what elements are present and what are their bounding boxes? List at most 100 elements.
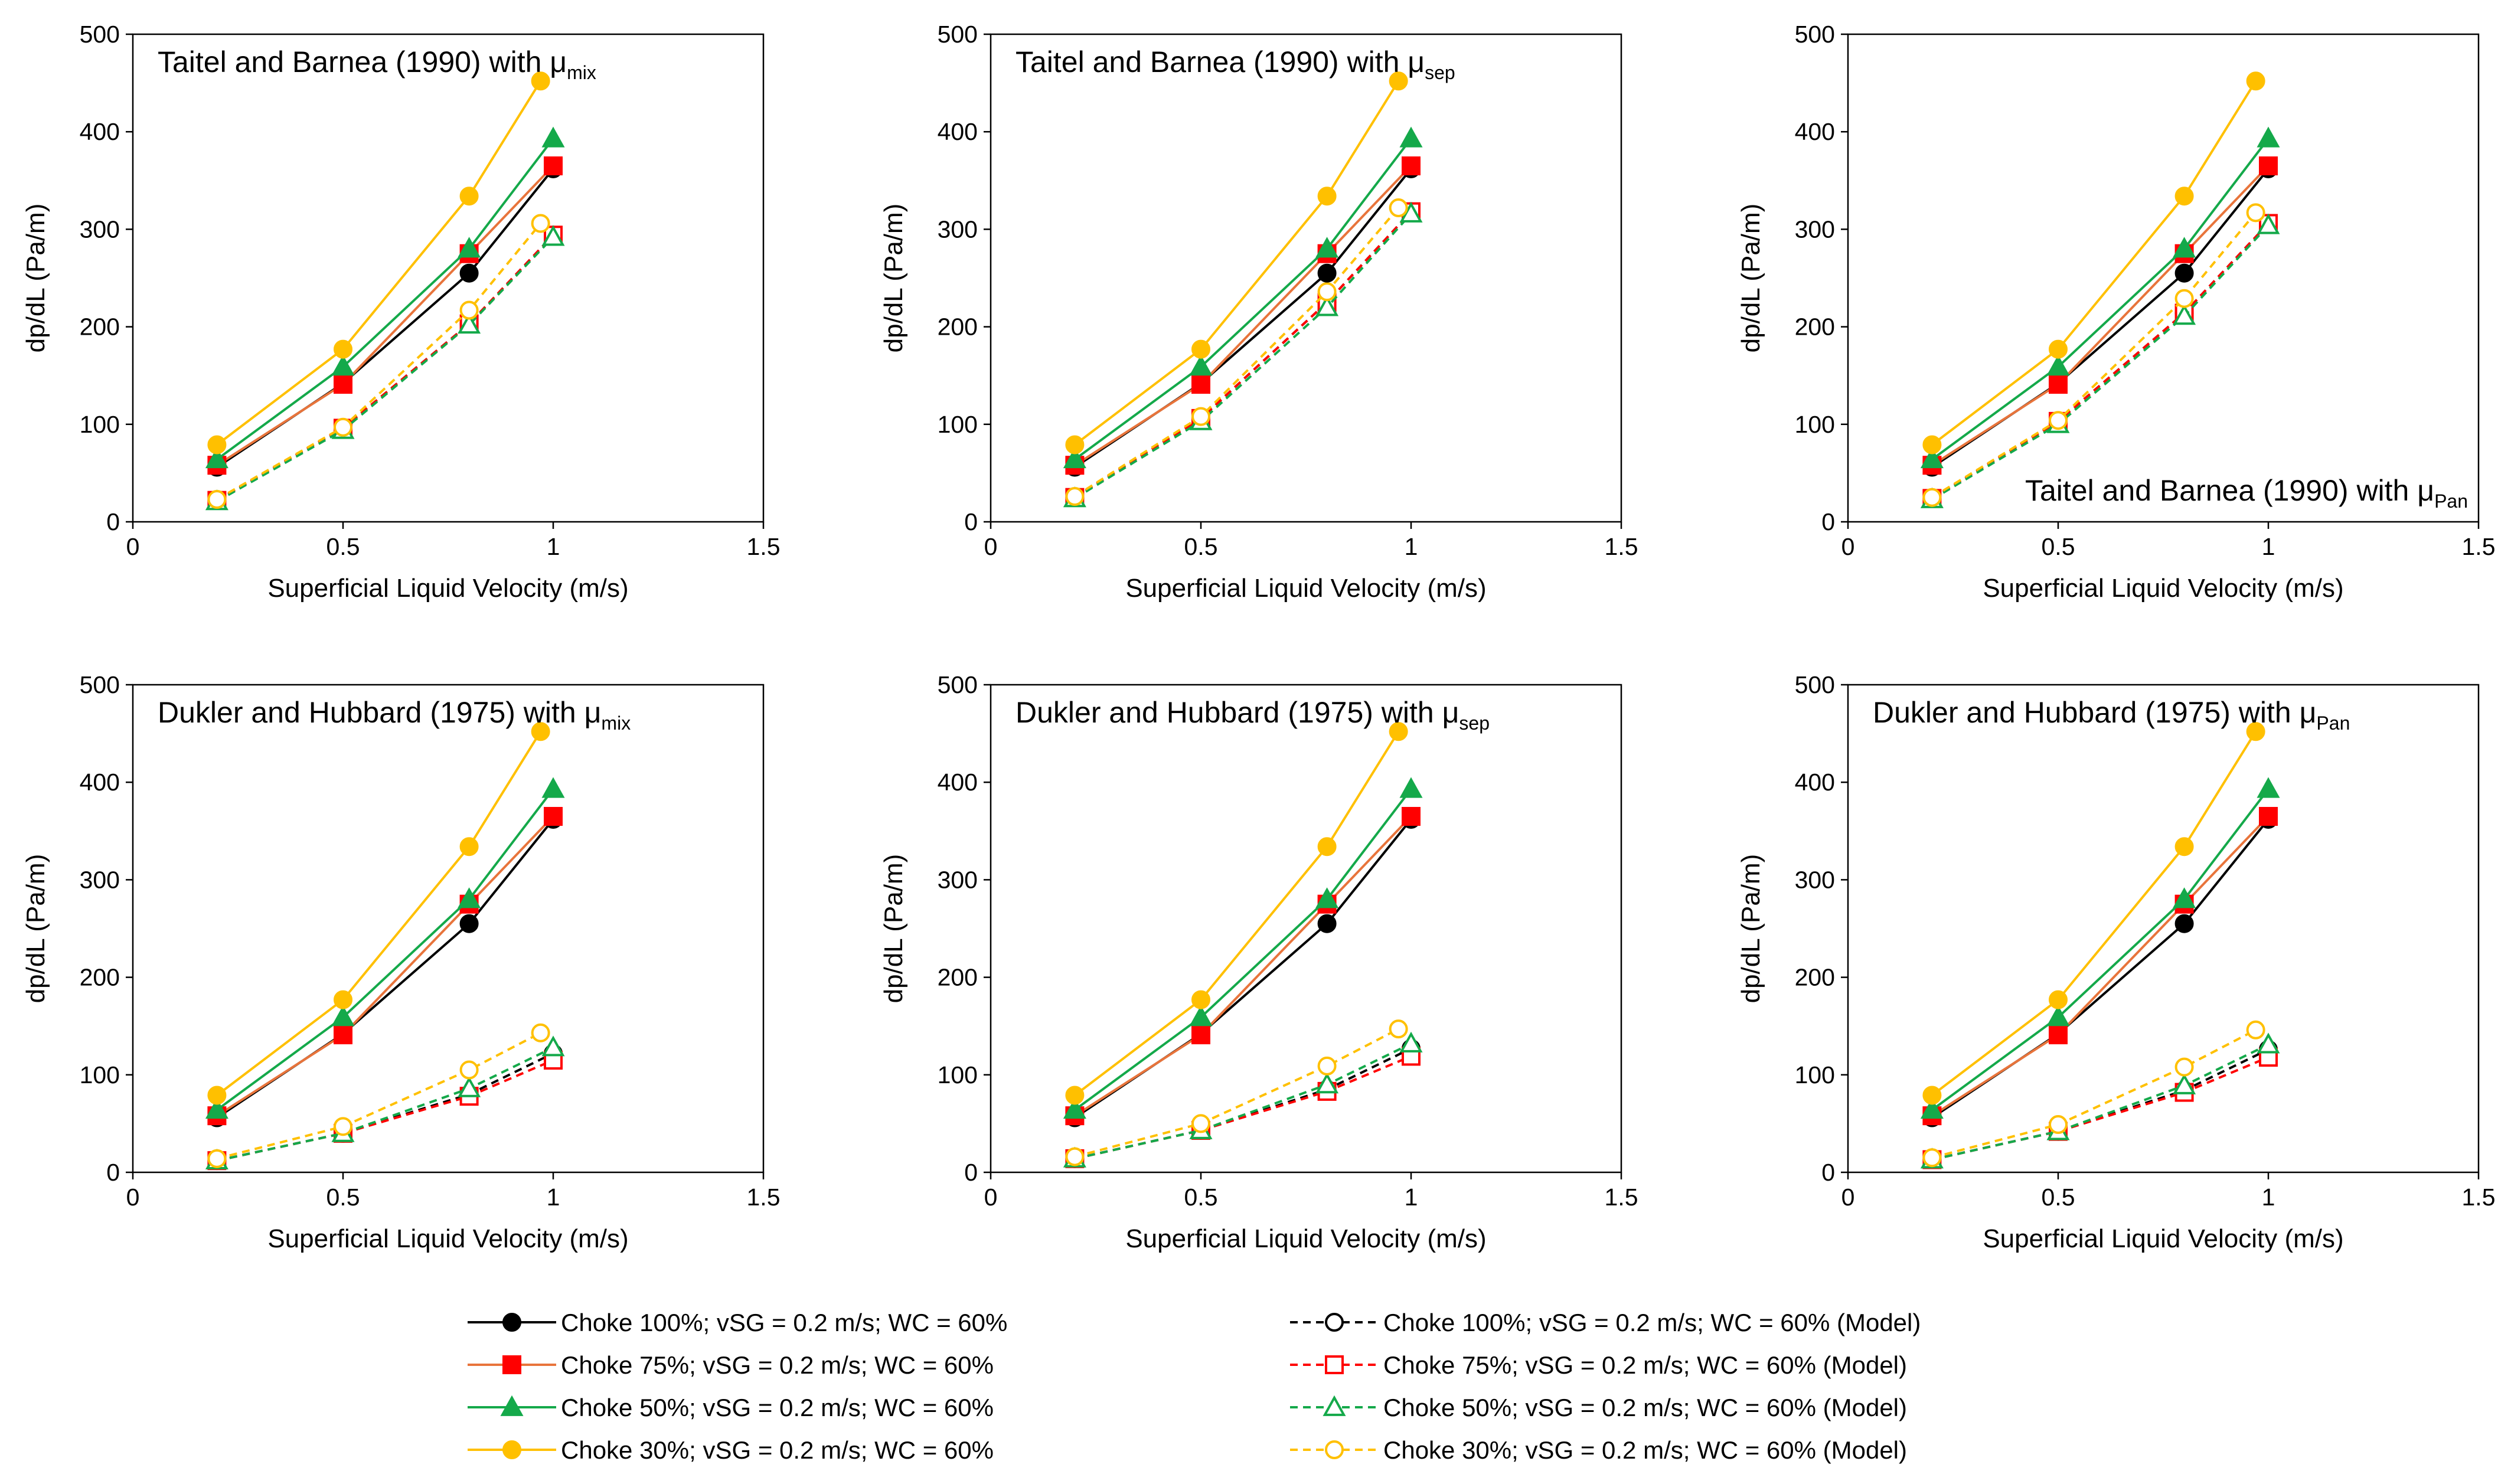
- data-point-m30: [459, 1060, 479, 1080]
- data-point-m30: [1191, 407, 1210, 426]
- x-tick-label: 0: [1841, 533, 1855, 560]
- data-point-s75: [544, 156, 563, 176]
- series-m30: [207, 214, 550, 509]
- data-point-s30: [1191, 339, 1210, 359]
- y-tick-label: 0: [964, 508, 978, 535]
- series-s50: [1920, 126, 2280, 469]
- data-point-m30: [1317, 282, 1337, 302]
- y-tick-label: 500: [80, 21, 120, 48]
- series-line-m75: [1074, 211, 1412, 499]
- data-point-s75: [334, 375, 352, 394]
- series-line-m30: [216, 1031, 541, 1160]
- data-point-s50: [1920, 1098, 1944, 1119]
- series-line-s30: [1074, 731, 1400, 1097]
- data-point-s50: [2046, 1005, 2070, 1027]
- series-line-s30: [1074, 80, 1400, 446]
- data-point-s30: [334, 990, 352, 1009]
- data-point-s50: [2173, 237, 2196, 258]
- data-point-m30: [1191, 1114, 1210, 1133]
- legend-label: Choke 50%; vSG = 0.2 m/s; WC = 60% (Mode…: [1383, 1394, 1907, 1421]
- legend-item-m75: Choke 75%; vSG = 0.2 m/s; WC = 60% (Mode…: [1290, 1351, 1907, 1379]
- y-tick-label: 100: [80, 411, 120, 438]
- x-axis-title: Superficial Liquid Velocity (m/s): [1983, 1224, 2343, 1253]
- data-point-s50: [2257, 777, 2280, 798]
- legend-marker-m75: [1325, 1355, 1344, 1374]
- data-point-m50: [458, 1076, 481, 1097]
- y-axis-title: dp/dL (Pa/m): [21, 854, 50, 1004]
- y-tick-label: 200: [1795, 313, 1835, 341]
- x-tick-label: 0: [126, 1184, 140, 1211]
- chart-panel-6: 0 100 200 300 400 500 0 0.5 1 1.5 Superficial Liqu…: [1736, 671, 2496, 1253]
- data-point-s30: [531, 722, 550, 741]
- data-point-s50: [1189, 355, 1213, 376]
- data-point-s50: [1399, 126, 1423, 148]
- chart-panel-4: 0 100 200 300 400 500 0 0.5 1 1.5 Superficial Liqu…: [21, 671, 781, 1253]
- series-line-m50: [216, 1046, 554, 1162]
- x-tick-label: 0.5: [1184, 533, 1218, 560]
- legend-marker-s50: [500, 1395, 524, 1416]
- data-point-s75: [2049, 1025, 2068, 1045]
- series-line-m30: [1931, 212, 2257, 499]
- x-tick-label: 1.5: [2462, 533, 2496, 560]
- legend-item-m100: Choke 100%; vSG = 0.2 m/s; WC = 60% (Mod…: [1290, 1309, 1921, 1336]
- legend-label: Choke 30%; vSG = 0.2 m/s; WC = 60% (Mode…: [1383, 1436, 1907, 1464]
- y-tick-label: 0: [106, 508, 120, 535]
- x-tick-label: 1: [1405, 533, 1418, 560]
- y-tick-label: 0: [1821, 1159, 1835, 1186]
- chart-title: Dukler and Hubbard (1975) with μsep: [1015, 696, 1490, 734]
- chart-panel-1: 0 100 200 300 400 500 0 0.5 1 1.5 Superficial Liqu…: [21, 21, 781, 603]
- data-point-s75: [1402, 156, 1421, 176]
- series-line-s50: [1074, 138, 1412, 460]
- chart-title: Taitel and Barnea (1990) with μPan: [2025, 474, 2468, 512]
- data-point-m30: [2246, 203, 2265, 223]
- x-tick-label: 0.5: [1184, 1184, 1218, 1211]
- data-point-s30: [2246, 71, 2265, 91]
- data-point-s30: [207, 435, 227, 455]
- plot-area-frame: [132, 33, 765, 523]
- chart-panel-5: 0 100 200 300 400 500 0 0.5 1 1.5 Superficial Liqu…: [879, 671, 1638, 1253]
- data-point-m30: [1317, 1056, 1337, 1076]
- data-point-s100: [459, 914, 479, 933]
- x-axis-title: Superficial Liquid Velocity (m/s): [267, 1224, 628, 1253]
- x-tick-label: 1.5: [2462, 1184, 2496, 1211]
- series-s50: [1063, 777, 1423, 1119]
- legend-marker-m30: [1325, 1440, 1344, 1459]
- series-s30: [1065, 722, 1408, 1105]
- data-point-s50: [2173, 887, 2196, 908]
- data-point-m30: [531, 1023, 550, 1042]
- series-line-s75: [216, 815, 554, 1117]
- data-point-m50: [541, 225, 565, 246]
- data-point-m50: [2257, 213, 2280, 234]
- plot-area-frame: [1847, 33, 2480, 523]
- x-tick-label: 0.5: [2042, 1184, 2075, 1211]
- y-tick-label: 300: [1795, 215, 1835, 243]
- y-axis-title: dp/dL (Pa/m): [1736, 204, 1765, 353]
- series-line-s30: [1931, 80, 2257, 446]
- data-point-s100: [1317, 914, 1337, 933]
- series-line-m75: [216, 1059, 554, 1162]
- series-m30: [207, 1023, 550, 1168]
- data-point-s50: [331, 355, 355, 376]
- legend-marker-s100: [502, 1313, 521, 1332]
- x-axis-title: Superficial Liquid Velocity (m/s): [1983, 574, 2343, 603]
- legend-item-s100: Choke 100%; vSG = 0.2 m/s; WC = 60%: [468, 1309, 1007, 1336]
- data-point-s30: [1389, 722, 1408, 741]
- legend-item-s75: Choke 75%; vSG = 0.2 m/s; WC = 60%: [468, 1351, 994, 1379]
- series-line-s50: [216, 788, 554, 1111]
- data-point-m30: [459, 300, 479, 320]
- data-point-m30: [1922, 488, 1942, 507]
- x-tick-label: 0.5: [2042, 533, 2075, 560]
- x-axis-title: Superficial Liquid Velocity (m/s): [1125, 574, 1486, 603]
- data-point-s30: [459, 187, 479, 206]
- y-tick-label: 500: [1795, 671, 1835, 698]
- plot-area-frame: [1847, 684, 2480, 1174]
- chart-panel-3: 0 100 200 300 400 500 0 0.5 1 1.5 Superficial Liqu…: [1736, 21, 2496, 603]
- data-point-m30: [207, 490, 227, 509]
- data-point-s30: [207, 1086, 227, 1105]
- data-point-s75: [2259, 156, 2278, 176]
- data-point-s30: [2174, 187, 2194, 206]
- data-point-s30: [1065, 1086, 1085, 1105]
- y-tick-label: 400: [1795, 118, 1835, 145]
- data-point-s30: [2049, 990, 2068, 1009]
